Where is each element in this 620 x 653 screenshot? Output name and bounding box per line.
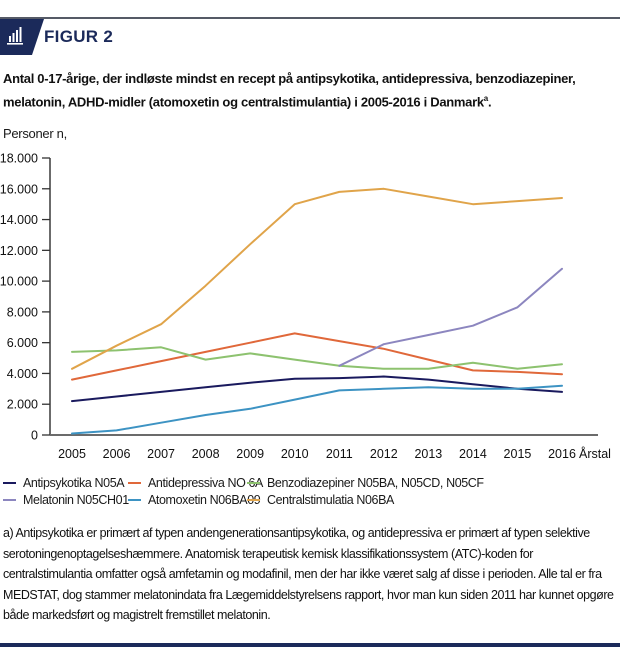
series-line-antipsykotika — [71, 375, 563, 403]
caption-text: Antal 0-17-årige, der indløste mindst en… — [3, 71, 576, 110]
y-tick-label: 12.000 — [0, 244, 38, 258]
series-line-centralstimulatia — [71, 187, 563, 370]
series-line-benzodiazepiner — [71, 346, 563, 370]
legend-item: Centralstimulatia N06BA — [247, 493, 394, 507]
y-tick-label: 6.000 — [7, 336, 38, 350]
legend-item: Atomoxetin N06BA09 — [128, 493, 261, 507]
legend-item: Melatonin N05CH01 — [3, 493, 129, 507]
bottom-rule — [0, 643, 620, 647]
x-tick-label: 2008 — [192, 447, 220, 461]
legend-swatch — [3, 482, 16, 484]
x-tick-label: 2015 — [504, 447, 532, 461]
y-axis-label: Personer n, — [3, 126, 67, 141]
legend-label: Antipsykotika N05A — [23, 476, 125, 490]
series-line-antidepressiva — [71, 332, 563, 381]
x-tick-label: 2014 — [459, 447, 487, 461]
legend-label: Melatonin N05CH01 — [23, 493, 129, 507]
x-tick-label: 2013 — [414, 447, 442, 461]
y-tick-label: 2.000 — [7, 398, 38, 412]
figure-caption: Antal 0-17-årige, der indløste mindst en… — [3, 69, 615, 112]
y-tick-label: 0 — [31, 429, 38, 443]
legend-swatch — [247, 499, 260, 501]
series-lines — [71, 187, 563, 435]
x-tick-label: 2006 — [103, 447, 131, 461]
series-line-atomoxetin — [71, 384, 563, 435]
legend-item: Antidepressiva NO 6A — [128, 476, 263, 490]
legend-swatch — [247, 482, 260, 484]
legend-swatch — [128, 499, 141, 501]
top-rule — [0, 17, 620, 19]
caption-period: . — [487, 94, 492, 110]
x-tick-label: 2016 — [548, 447, 576, 461]
legend-label: Antidepressiva NO 6A — [148, 476, 263, 490]
legend-label: Centralstimulatia N06BA — [267, 493, 394, 507]
bar-chart-icon — [7, 27, 23, 45]
y-tick-label: 14.000 — [0, 213, 38, 227]
y-tick-label: 4.000 — [7, 367, 38, 381]
tick-labels: 0 2.000 4.000 6.000 8.000 10.000 12.000 14.000 1… — [0, 152, 611, 462]
y-tick-label: 8.000 — [7, 305, 38, 319]
y-tick-label: 16.000 — [0, 182, 38, 196]
y-tick-label: 18.000 — [0, 152, 38, 166]
figure-title: FIGUR 2 — [44, 27, 114, 46]
x-tick-label: 2007 — [147, 447, 175, 461]
legend-item: Benzodiazepiner N05BA, N05CD, N05CF — [247, 476, 484, 490]
legend-label: Benzodiazepiner N05BA, N05CD, N05CF — [267, 476, 484, 490]
legend-item: Antipsykotika N05A — [3, 476, 125, 490]
figure-badge — [0, 19, 44, 55]
line-chart: 0 2.000 4.000 6.000 8.000 10.000 12.000 14.000 1… — [0, 152, 611, 462]
x-tick-label: 2009 — [236, 447, 264, 461]
series-line-melatonin — [338, 267, 563, 367]
legend-swatch — [3, 499, 16, 501]
legend-swatch — [128, 482, 141, 484]
footnote: a) Antipsykotika er primært af typen and… — [3, 526, 614, 622]
y-tick-label: 10.000 — [0, 275, 38, 289]
axes — [42, 157, 598, 436]
legend-label: Atomoxetin N06BA09 — [148, 493, 261, 507]
x-tick-label: 2010 — [281, 447, 309, 461]
caption-footnote-marker: a — [483, 94, 488, 103]
x-tick-label: 2005 — [58, 447, 86, 461]
x-axis-label: Årstal — [579, 446, 611, 461]
x-tick-label: 2011 — [326, 447, 353, 461]
x-tick-label: 2012 — [370, 447, 398, 461]
